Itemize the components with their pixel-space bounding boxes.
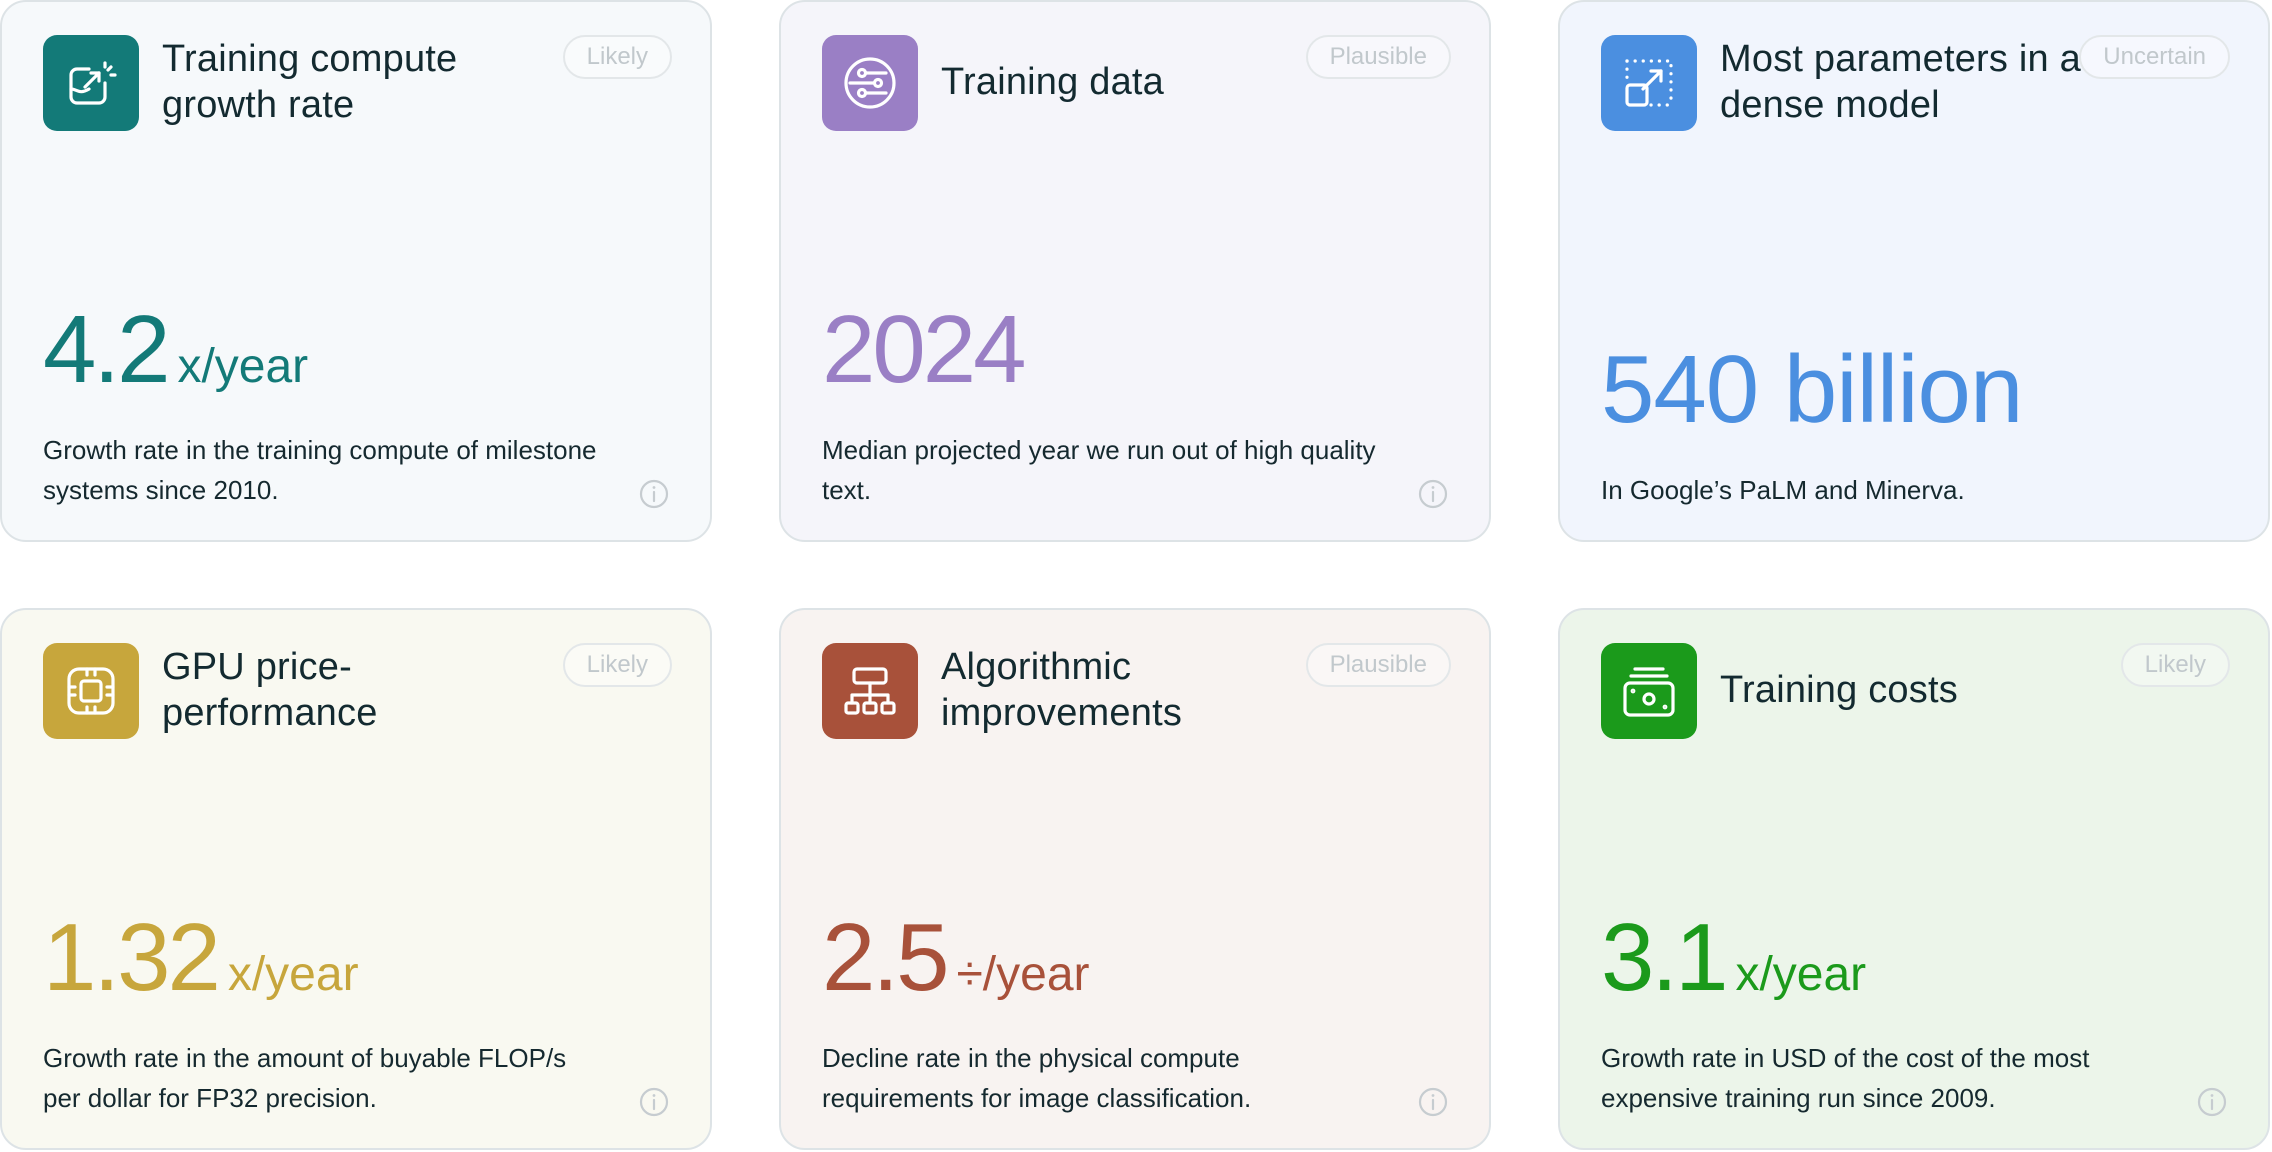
value-row: 1.32 x/year: [43, 910, 359, 1006]
card-training-costs[interactable]: Training costs Likely 3.1 x/year Growth …: [1558, 608, 2270, 1150]
metric-unit: x/year: [1735, 948, 1867, 1001]
scale-up-icon: [1601, 35, 1697, 131]
info-icon[interactable]: [638, 478, 670, 510]
data-sliders-icon: [822, 35, 918, 131]
card-algorithmic-improvements[interactable]: Algorithmic improvements Plausible 2.5 ÷…: [779, 608, 1491, 1150]
value-row: 2.5 ÷/year: [822, 910, 1090, 1006]
confidence-badge: Plausible: [1305, 643, 1451, 687]
value-row: 540 billion: [1601, 336, 2023, 443]
card-most-parameters[interactable]: Most parameters in a dense model Uncerta…: [1558, 0, 2270, 542]
card-training-compute[interactable]: Training compute growth rate Likely 4.2 …: [0, 0, 712, 542]
metric-value: 2.5: [822, 904, 949, 1011]
metric-unit: x/year: [227, 948, 359, 1001]
chip-icon: [43, 643, 139, 739]
value-row: 3.1 x/year: [1601, 910, 1866, 1006]
confidence-badge: Plausible: [1305, 35, 1451, 79]
card-title: Training costs: [1720, 669, 1958, 711]
card-title: GPU price-performance: [162, 646, 378, 734]
metric-description: Growth rate in the amount of buyable FLO…: [43, 1043, 567, 1113]
metric-value: 4.2: [43, 296, 170, 403]
info-icon[interactable]: [638, 1086, 670, 1118]
info-icon[interactable]: [1417, 1086, 1449, 1118]
metric-description: Decline rate in the physical compute req…: [822, 1043, 1252, 1113]
confidence-badge: Uncertain: [2079, 35, 2230, 79]
metric-value: 1.32: [43, 904, 221, 1011]
metric-description: Median projected year we run out of high…: [822, 435, 1376, 505]
metric-description: Growth rate in USD of the cost of the mo…: [1601, 1043, 2090, 1113]
info-icon[interactable]: [2196, 1086, 2228, 1118]
value-row: 4.2 x/year: [43, 302, 308, 398]
card-gpu-price-performance[interactable]: GPU price-performance Likely 1.32 x/year…: [0, 608, 712, 1150]
hierarchy-icon: [822, 643, 918, 739]
metric-unit: x/year: [177, 340, 309, 393]
card-training-data[interactable]: Training data Plausible 2024 Median proj…: [779, 0, 1491, 542]
metric-description: In Google’s PaLM and Minerva.: [1601, 475, 1965, 505]
chart-growth-icon: [43, 35, 139, 131]
info-icon[interactable]: [1417, 478, 1449, 510]
card-title: Most parameters in a dense model: [1720, 38, 2081, 126]
card-title: Training compute growth rate: [162, 38, 458, 126]
confidence-badge: Likely: [562, 643, 672, 687]
metric-value: 2024: [822, 296, 1027, 403]
card-title: Training data: [941, 61, 1164, 103]
confidence-badge: Likely: [562, 35, 672, 79]
value-row: 2024: [822, 302, 1034, 398]
money-icon: [1601, 643, 1697, 739]
metric-unit: ÷/year: [956, 948, 1090, 1001]
metric-value: 540 billion: [1601, 336, 2023, 443]
metric-description: Growth rate in the training compute of m…: [43, 435, 597, 505]
card-title: Algorithmic improvements: [941, 646, 1183, 734]
metric-value: 3.1: [1601, 904, 1728, 1011]
confidence-badge: Likely: [2120, 643, 2230, 687]
